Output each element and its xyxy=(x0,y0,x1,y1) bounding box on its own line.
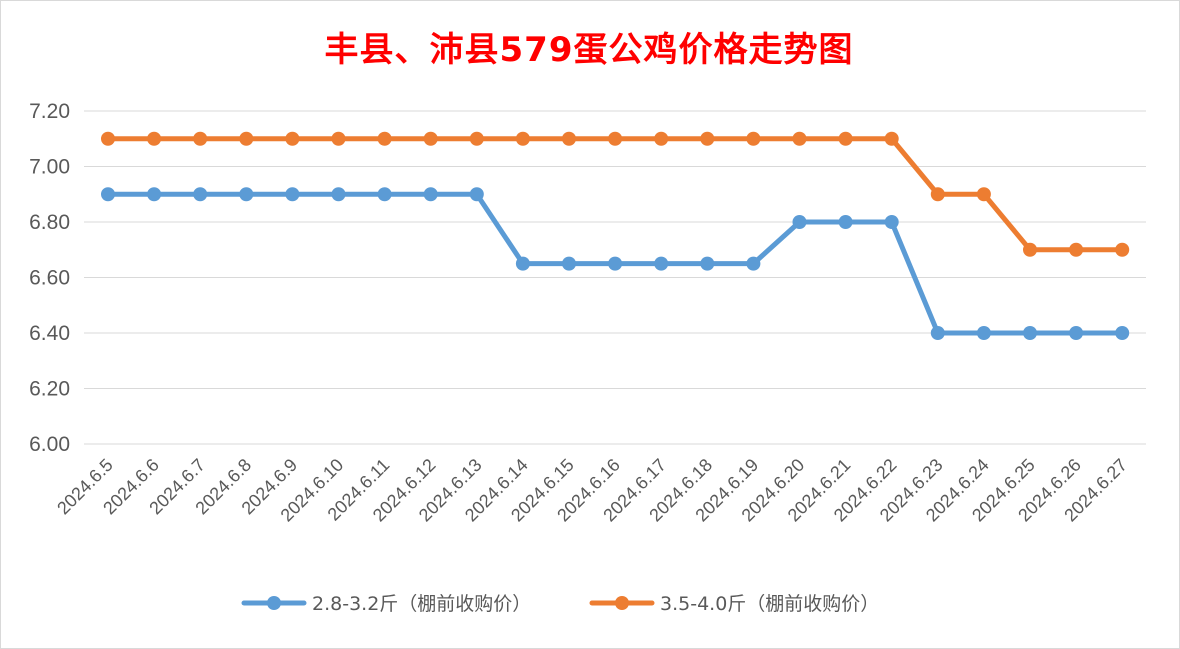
data-point xyxy=(700,131,715,146)
y-tick-label: 7.00 xyxy=(29,156,70,179)
data-point xyxy=(1023,242,1037,257)
data-point xyxy=(654,256,669,271)
data-point xyxy=(239,187,254,202)
data-point xyxy=(147,131,162,146)
chart-title: 丰县、沛县579蛋公鸡价格走势图 xyxy=(324,30,854,70)
data-point xyxy=(193,131,208,146)
data-point xyxy=(608,131,623,146)
data-point xyxy=(331,187,346,202)
series-layer xyxy=(101,131,1130,340)
data-point xyxy=(239,131,254,146)
data-point xyxy=(746,256,761,271)
data-point xyxy=(930,187,945,202)
data-point xyxy=(285,187,300,202)
legend-item-1: 2.8-3.2斤（棚前收购价） xyxy=(241,593,531,615)
legend-item-2: 3.5-4.0斤（棚前收购价） xyxy=(589,593,879,615)
y-axis-tick-labels: 6.00 6.20 6.40 6.60 6.80 7.00 7.20 xyxy=(29,100,70,456)
legend-label: 3.5-4.0斤（棚前收购价） xyxy=(660,593,879,615)
data-point xyxy=(331,131,346,146)
data-point xyxy=(515,256,530,271)
data-point xyxy=(1069,326,1084,340)
y-tick-label: 6.00 xyxy=(29,433,70,456)
gridlines xyxy=(84,110,1146,445)
data-point xyxy=(377,131,392,146)
data-point xyxy=(884,215,899,229)
data-point xyxy=(608,256,623,271)
data-point xyxy=(101,131,115,146)
data-point xyxy=(562,131,576,146)
data-point xyxy=(976,187,991,202)
y-tick-label: 6.40 xyxy=(29,322,70,345)
data-point xyxy=(1069,242,1084,257)
data-point xyxy=(700,256,715,271)
data-point xyxy=(101,187,115,202)
data-point xyxy=(838,131,853,146)
data-point xyxy=(1023,326,1037,340)
data-point xyxy=(884,131,899,146)
legend-label: 2.8-3.2斤（棚前收购价） xyxy=(312,593,531,615)
data-point xyxy=(469,131,484,146)
legend-swatch-marker xyxy=(615,596,629,610)
data-point xyxy=(792,215,807,229)
data-point xyxy=(930,326,945,340)
y-tick-label: 6.80 xyxy=(29,211,70,234)
data-point xyxy=(562,256,576,271)
y-tick-label: 7.20 xyxy=(29,100,70,123)
y-tick-label: 6.60 xyxy=(29,267,70,290)
data-point xyxy=(1115,326,1130,340)
data-point xyxy=(746,131,761,146)
data-point xyxy=(285,131,300,146)
x-axis-tick-labels: 2024.6.52024.6.62024.6.72024.6.82024.6.9… xyxy=(53,455,1131,526)
legend: 2.8-3.2斤（棚前收购价） 3.5-4.0斤（棚前收购价） xyxy=(241,593,879,615)
data-point xyxy=(976,326,991,340)
data-point xyxy=(193,187,208,202)
series-1 xyxy=(101,187,1130,340)
y-tick-label: 6.20 xyxy=(29,378,70,401)
legend-swatch-marker xyxy=(267,596,281,610)
data-point xyxy=(423,131,438,146)
data-point xyxy=(515,131,530,146)
data-point xyxy=(792,131,807,146)
data-point xyxy=(423,187,438,202)
data-point xyxy=(1115,242,1130,257)
data-point xyxy=(469,187,484,202)
data-point xyxy=(838,215,853,229)
data-point xyxy=(654,131,669,146)
data-point xyxy=(377,187,392,202)
data-point xyxy=(147,187,162,202)
series-2 xyxy=(101,131,1130,257)
